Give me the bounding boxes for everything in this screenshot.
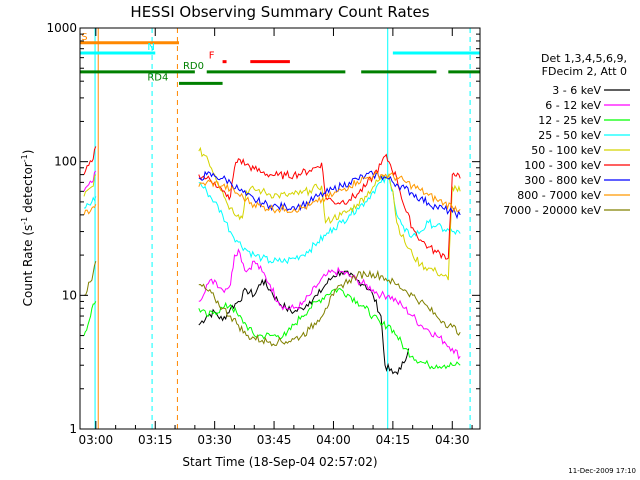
legend-label-0: 3 - 6 keV [552, 84, 601, 97]
legend-label-2: 12 - 25 keV [538, 114, 601, 127]
flag-label-1: N [147, 42, 154, 53]
series-line-2 [83, 287, 461, 370]
x-tick-label-0: 03:00 [79, 433, 114, 447]
legend-label-3: 25 - 50 keV [538, 129, 601, 142]
x-tick-label-5: 04:15 [376, 433, 411, 447]
plot-frame [79, 27, 481, 430]
y-axis-label: Count Rate (s-1 detector-1) [20, 150, 35, 307]
flag-label-2: F [209, 51, 215, 62]
series-line-6 [198, 170, 461, 220]
footer-timestamp: 11-Dec-2009 17:10 [568, 467, 636, 475]
chart-title: HESSI Observing Summary Count Rates [130, 3, 429, 21]
series-line-7 [83, 171, 461, 216]
series-line-3 [83, 176, 461, 265]
legend-label-8: 7000 - 20000 keV [503, 204, 601, 217]
x-tick-label-3: 03:45 [257, 433, 292, 447]
series-line-5 [83, 146, 461, 260]
y-tick-label-3: 1000 [46, 21, 77, 35]
y-tick-label-2: 100 [54, 155, 77, 169]
flag-label-0: S [81, 32, 87, 43]
series-line-4 [83, 146, 461, 281]
x-axis-label: Start Time (18-Sep-04 02:57:02) [182, 455, 377, 469]
x-tick-label-4: 04:00 [316, 433, 351, 447]
legend-label-7: 800 - 7000 keV [517, 189, 601, 202]
legend-label-1: 6 - 12 keV [545, 99, 601, 112]
series-line-8 [84, 261, 461, 347]
flag-label-4: RD4 [147, 72, 168, 83]
legend-label-6: 300 - 800 keV [524, 174, 601, 187]
x-tick-label-6: 04:30 [435, 433, 470, 447]
legend-header-0: Det 1,3,4,5,6,9, [541, 52, 627, 65]
legend-label-4: 50 - 100 keV [531, 144, 601, 157]
flag-label-3: RD0 [183, 61, 204, 72]
x-tick-label-1: 03:15 [138, 433, 173, 447]
series-line-1 [83, 170, 461, 360]
legend-label-5: 100 - 300 keV [524, 159, 601, 172]
series-line-0 [198, 269, 410, 376]
y-tick-label-1: 10 [62, 288, 77, 302]
x-tick-label-2: 03:30 [197, 433, 232, 447]
y-tick-label-0: 1 [69, 422, 77, 436]
legend-header-1: FDecim 2, Att 0 [542, 65, 627, 78]
